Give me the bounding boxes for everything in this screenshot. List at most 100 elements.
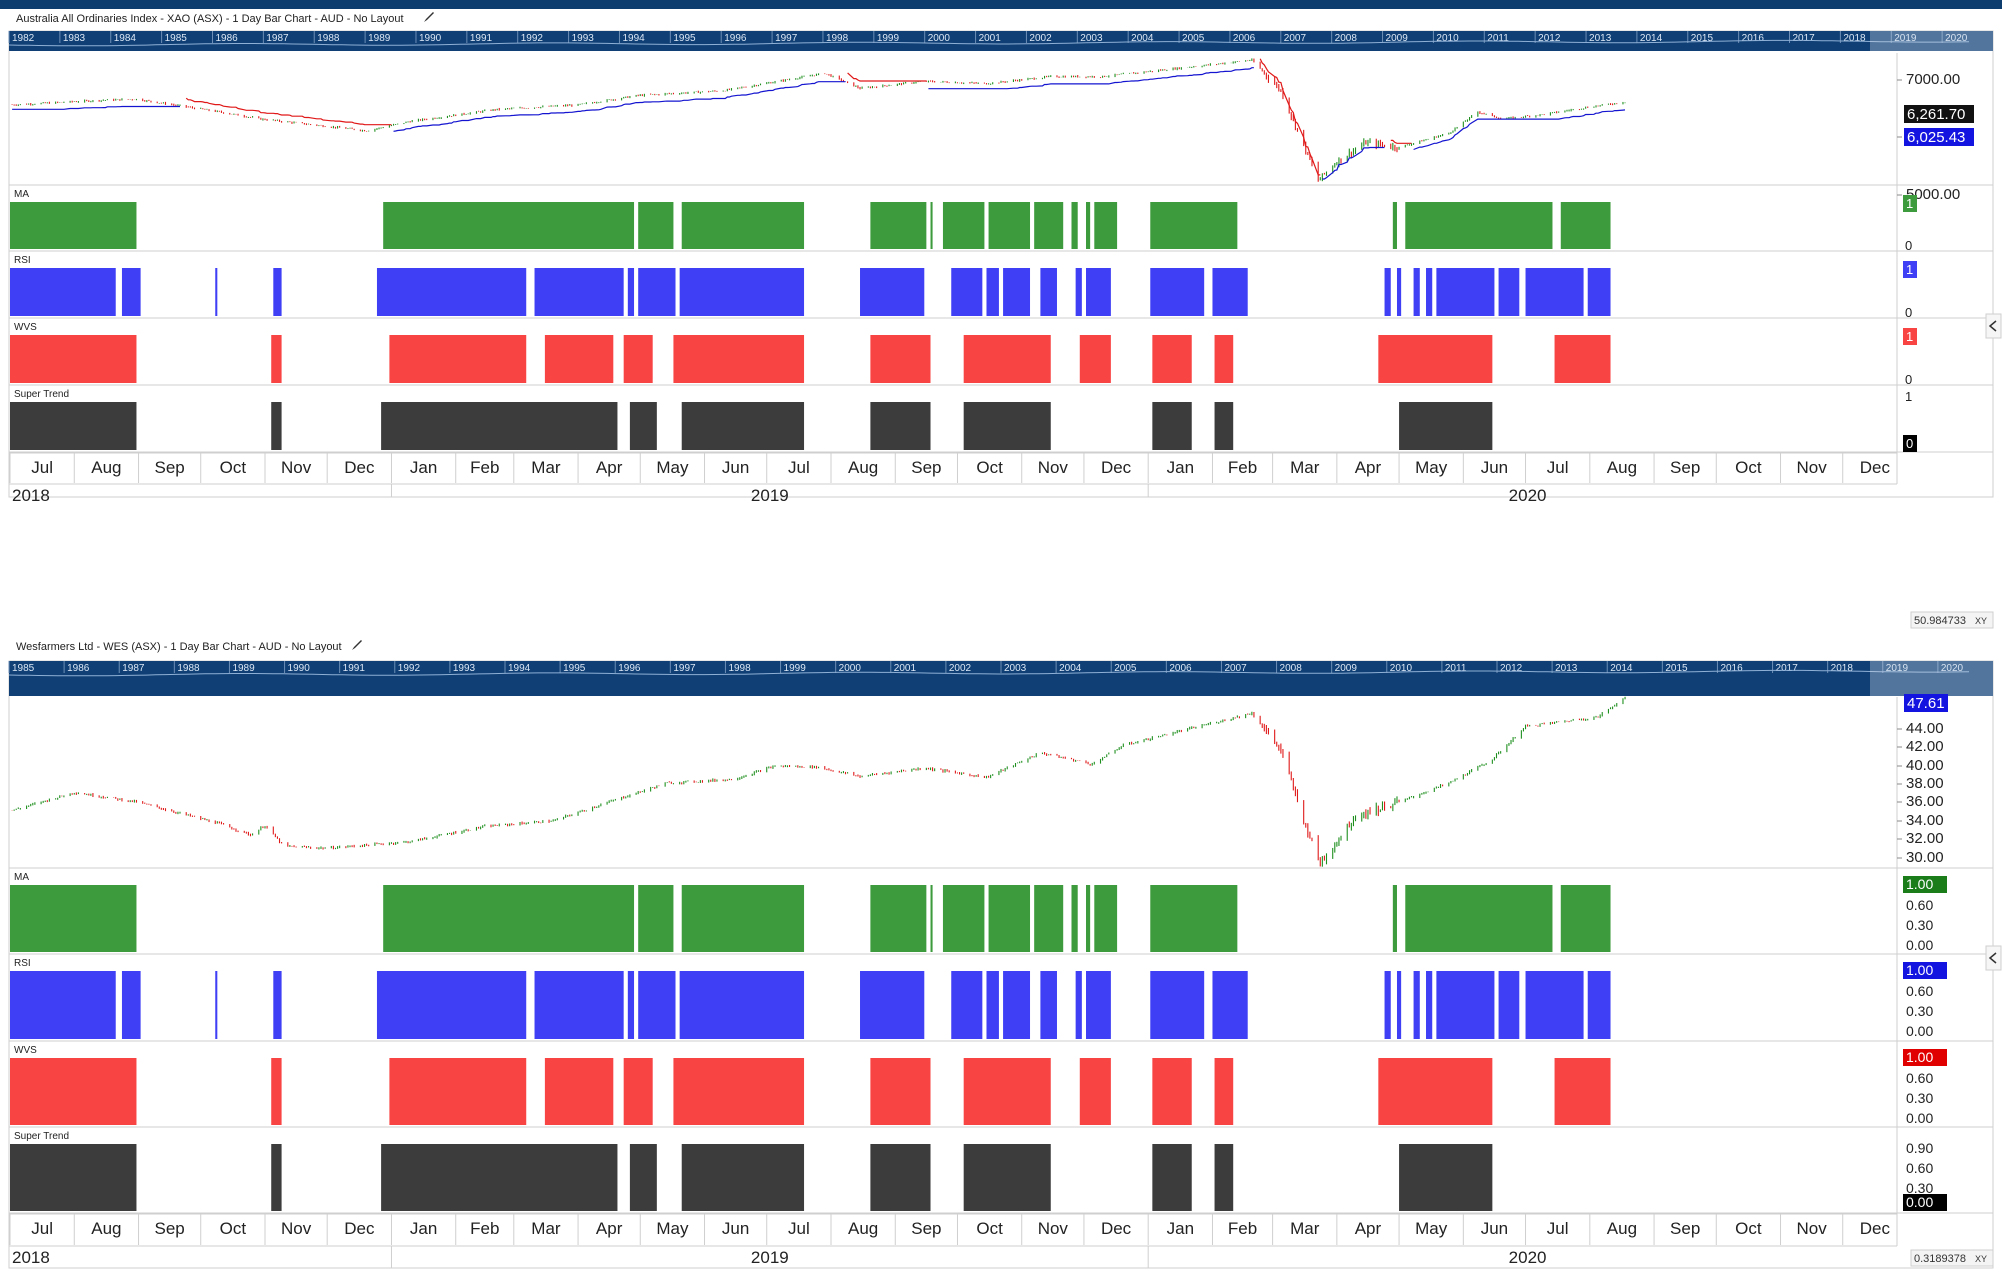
panel-label: Super Trend <box>14 1131 69 1142</box>
signal-panel-super-trend: Super Trend 1 0 <box>9 389 1993 453</box>
signal-bar <box>1413 268 1420 316</box>
price-tick-label: 5000.00 <box>1906 186 1960 203</box>
month-label: Dec <box>1860 1219 1891 1238</box>
signal-top-label: 1 <box>1906 196 1913 211</box>
month-label: May <box>1415 1219 1448 1238</box>
overview-year-label: 1985 <box>165 33 188 44</box>
signal-bar <box>383 202 635 249</box>
signal-bar <box>986 268 999 316</box>
overview-year-label: 2002 <box>949 663 972 674</box>
signal-bar <box>10 402 137 450</box>
year-label: 2019 <box>751 1248 789 1267</box>
signal-tick-label: 0.60 <box>1906 1070 1933 1086</box>
panel-label: RSI <box>14 958 31 969</box>
signal-panel-ma: MA 1.00 0.60 0.30 0.00 <box>9 872 1993 955</box>
signal-bar <box>1040 268 1057 316</box>
month-label: Oct <box>220 458 247 477</box>
corner-readout-box[interactable] <box>1910 611 1994 629</box>
month-label: Jul <box>31 1219 53 1238</box>
signal-tick-label: 0.00 <box>1906 937 1933 953</box>
arrow-shape <box>1988 952 1997 964</box>
overview-year-label: 2006 <box>1233 33 1256 44</box>
signal-bar <box>1587 971 1611 1039</box>
month-label: Nov <box>1038 1219 1069 1238</box>
collapse-arrow-icon[interactable] <box>1985 945 2002 971</box>
overview-navigator[interactable]: 1985 1986 1987 1988 1989 1990 1991 1992 1993 1994… <box>8 661 1993 696</box>
month-label: May <box>656 458 689 477</box>
corner-readout-box[interactable] <box>1910 1249 1994 1267</box>
signal-panel-ma: MA 1 0 <box>9 189 1993 253</box>
month-label: Feb <box>1228 1219 1257 1238</box>
overview-window[interactable] <box>1870 661 1993 696</box>
month-axis[interactable]: Jul Aug Sep Oct Nov Dec Jan Feb Mar Apr May Jun Jul A… <box>9 1213 1897 1268</box>
signal-tick-label: 0.30 <box>1906 1180 1933 1196</box>
signal-bottom-label: 0.00 <box>1906 1194 1933 1210</box>
overview-year-label: 2012 <box>1538 33 1561 44</box>
signal-bottom-label: 0 <box>1905 305 1912 320</box>
last-price-label: 47.61 <box>1907 695 1945 712</box>
overview-year-label: 2003 <box>1080 33 1103 44</box>
overview-year-label: 2007 <box>1224 663 1247 674</box>
signal-bar <box>10 335 137 383</box>
signal-bar <box>681 1144 805 1211</box>
overview-window[interactable] <box>1870 31 1993 51</box>
signal-bar <box>627 268 635 316</box>
overview-year-label: 2017 <box>1793 33 1816 44</box>
overview-navigator[interactable]: 1982 1983 1984 1985 1986 1987 1988 1989 1990 1991… <box>8 31 1993 51</box>
month-label: Jun <box>722 1219 749 1238</box>
overview-year-label: 1994 <box>508 663 531 674</box>
signal-bar <box>638 202 674 249</box>
overview-year-label: 1997 <box>673 663 696 674</box>
signal-bar <box>1150 202 1238 249</box>
signal-bar <box>1086 202 1091 249</box>
signal-bar <box>1560 202 1611 249</box>
month-label: Jul <box>31 458 53 477</box>
month-axis[interactable]: Jul Aug Sep Oct Nov Dec Jan Feb Mar Apr May Jun Jul A… <box>9 452 1897 505</box>
collapse-arrow-icon[interactable] <box>1985 313 2002 339</box>
overview-year-label: 1986 <box>67 663 90 674</box>
signal-tick-label: 0.00 <box>1906 1023 1933 1039</box>
signal-bar <box>376 971 527 1039</box>
signal-bar <box>1086 268 1111 316</box>
signal-bar <box>679 971 805 1039</box>
year-label: 2020 <box>1509 1248 1547 1267</box>
month-label: Aug <box>91 458 121 477</box>
panel-label: MA <box>14 189 29 200</box>
price-tick-label: 36.00 <box>1906 793 1944 810</box>
month-label: Sep <box>911 1219 941 1238</box>
overview-year-label: 2013 <box>1589 33 1612 44</box>
signal-bar <box>930 202 933 249</box>
overview-year-label: 1989 <box>368 33 391 44</box>
overview-year-label: 2013 <box>1555 663 1578 674</box>
signal-bar <box>963 1144 1051 1211</box>
overview-year-label: 1987 <box>122 663 145 674</box>
overview-year-label: 2008 <box>1335 33 1358 44</box>
month-label: Nov <box>281 458 312 477</box>
signal-bar <box>963 402 1051 450</box>
signal-bar <box>1214 1144 1234 1211</box>
corner-readout-value: 0.3189378 <box>1914 1253 1966 1265</box>
signal-bar <box>1086 971 1111 1039</box>
overview-year-label: 2011 <box>1487 33 1509 44</box>
overview-line <box>8 39 1970 47</box>
month-label: Feb <box>1228 458 1257 477</box>
overview-year-label: 1990 <box>419 33 442 44</box>
month-label: Dec <box>344 1219 375 1238</box>
signal-bar <box>638 971 676 1039</box>
month-label: Mar <box>1290 1219 1320 1238</box>
pencil-icon[interactable] <box>352 640 362 650</box>
pencil-icon[interactable] <box>424 12 434 22</box>
overview-year-label: 1992 <box>398 663 421 674</box>
last-price-badge <box>1904 105 1974 123</box>
overview-year-label: 2011 <box>1445 663 1467 674</box>
signal-value-badge <box>1903 195 1917 212</box>
signal-value-badge <box>1903 328 1917 345</box>
overview-year-label: 1991 <box>470 33 493 44</box>
signal-bar <box>870 1058 931 1125</box>
overview-year-label: 2010 <box>1390 663 1413 674</box>
signal-bar <box>1378 335 1493 383</box>
month-label: Jan <box>410 1219 437 1238</box>
overview-year-label: 2003 <box>1004 663 1027 674</box>
signal-bar <box>1079 335 1111 383</box>
